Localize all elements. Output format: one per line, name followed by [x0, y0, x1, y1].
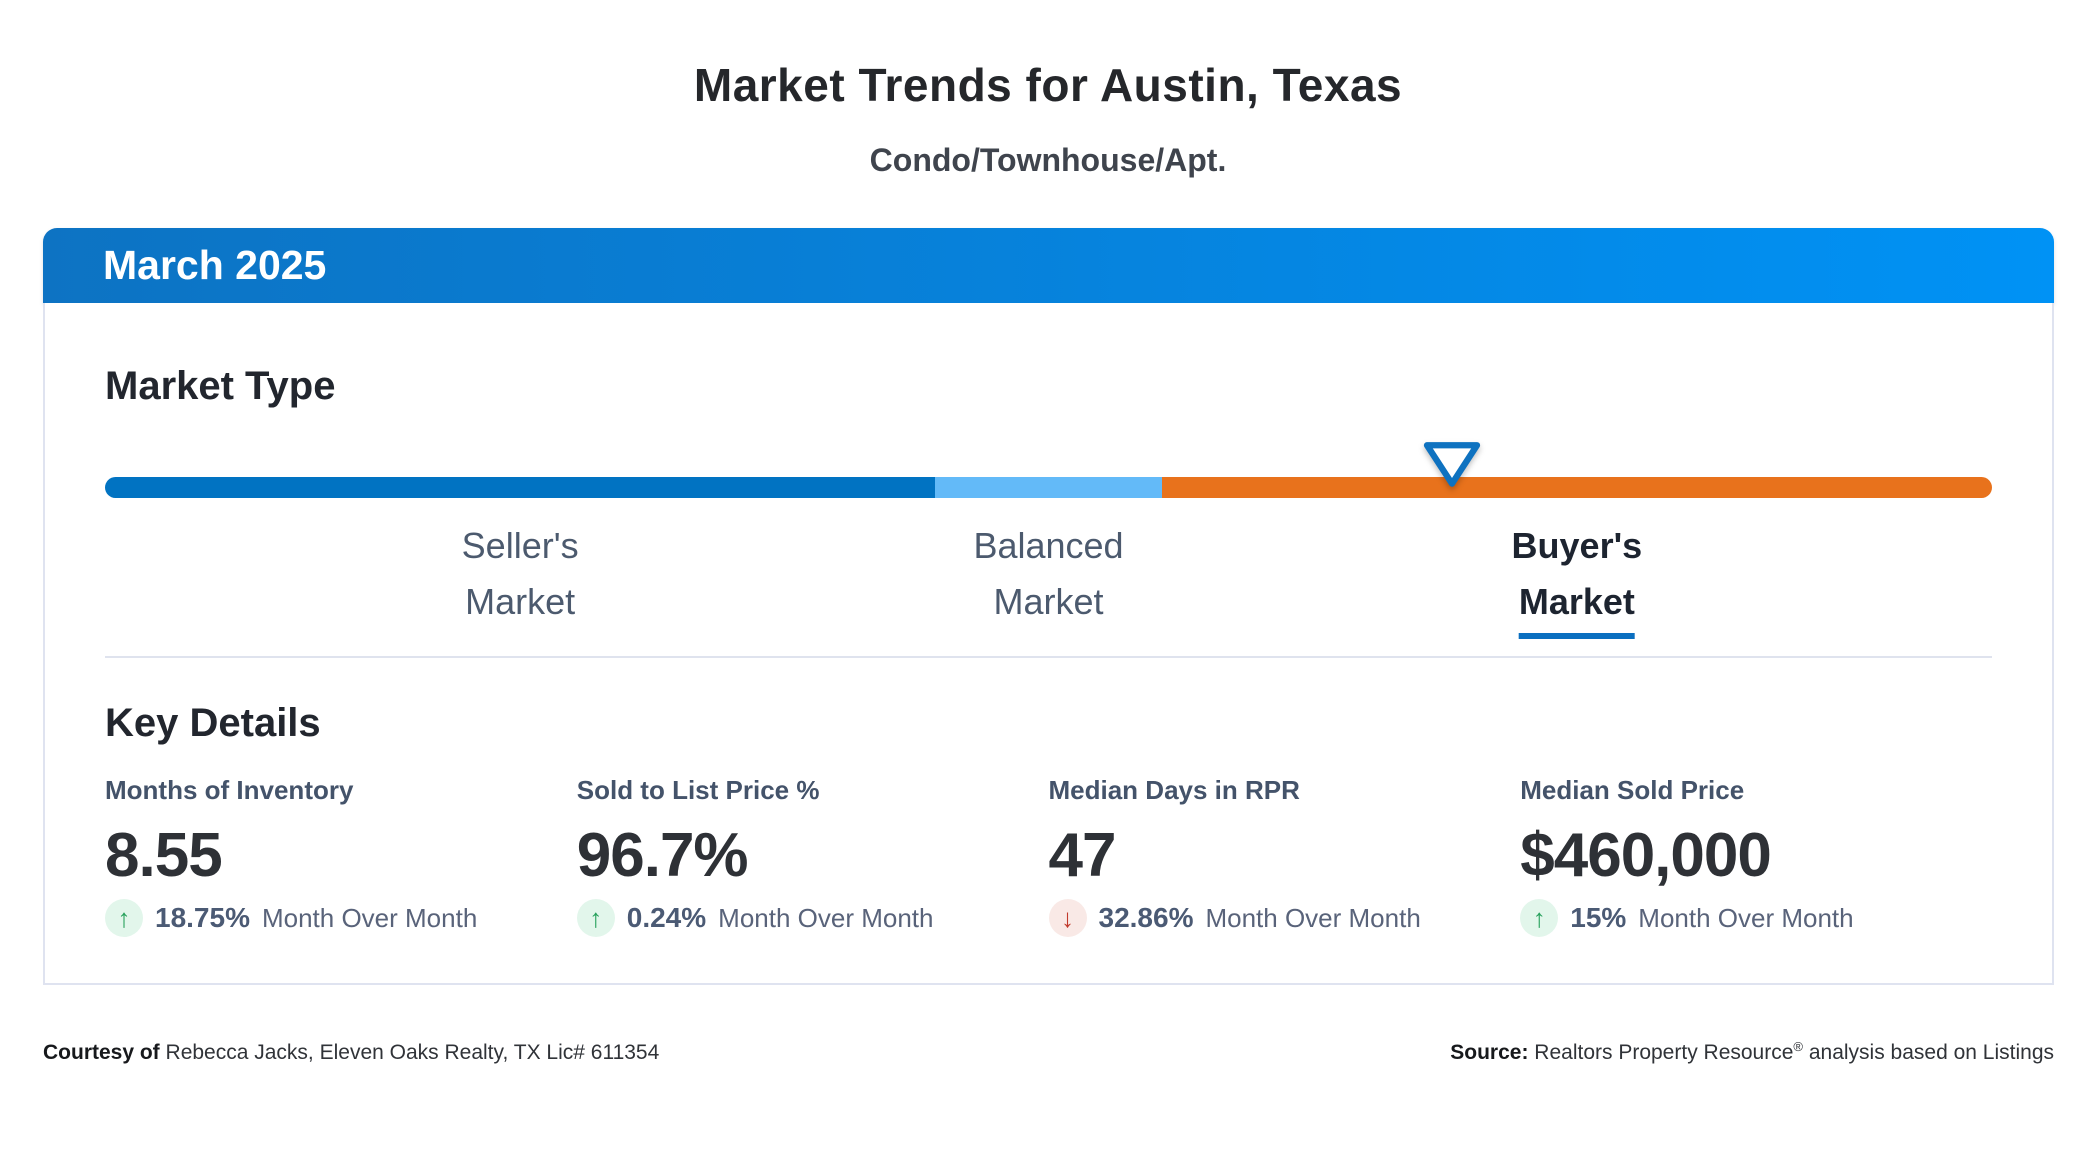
metric-label: Months of Inventory — [105, 775, 354, 805]
metric-change-row: 32.86% Month Over Month — [1048, 899, 1521, 937]
marker-path — [1424, 442, 1481, 487]
market-type-labels: Seller's Market Balanced Market Buyer's … — [105, 498, 1992, 656]
arrow-up-icon — [1520, 899, 1559, 937]
market-type-gauge — [105, 442, 1992, 498]
card-body: Market Type Seller's Market Balanced Mar… — [43, 303, 2054, 985]
source-line: Source: Realtors Property Resource® anal… — [1450, 1033, 2054, 1067]
metric-value: $460,000 — [1520, 821, 1772, 890]
metric-value: 8.55 — [105, 821, 223, 890]
metric-change-row: 15% Month Over Month — [1520, 899, 1992, 937]
change-period: Month Over Month — [261, 902, 478, 933]
arrow-down-icon — [1048, 899, 1087, 937]
change-percent: 18.75% — [155, 902, 250, 933]
change-period: Month Over Month — [1638, 902, 1854, 933]
metric-value: 47 — [1048, 821, 1117, 890]
change-period: Month Over Month — [1205, 902, 1421, 933]
metric-median-sold-price: Median Sold Price $460,000 15% Month Ove… — [1520, 774, 1992, 937]
source-text: Realtors Property Resource® analysis bas… — [1534, 1039, 2054, 1064]
metric-median-days-in-rpr: Median Days in RPR 47 32.86% Month Over … — [1048, 774, 1521, 937]
arrow-up-icon — [105, 899, 143, 937]
label-balanced-market: Balanced Market — [973, 525, 1124, 622]
change-percent: 15% — [1570, 902, 1627, 933]
metric-change-row: 0.24% Month Over Month — [576, 899, 1049, 937]
metric-label: Median Sold Price — [1520, 775, 1745, 805]
metric-months-of-inventory: Months of Inventory 8.55 18.75% Month Ov… — [105, 774, 577, 937]
label-sellers-market: Seller's Market — [461, 525, 579, 622]
segment-sellers-market — [105, 477, 936, 498]
metric-change-row: 18.75% Month Over Month — [105, 899, 577, 937]
change-period: Month Over Month — [718, 902, 934, 933]
label-buyers-market: Buyer's Market — [1512, 518, 1642, 639]
metric-sold-to-list-price: Sold to List Price % 96.7% 0.24% Month O… — [576, 774, 1049, 937]
page-title: Market Trends for Austin, Texas — [693, 59, 1403, 111]
market-type-bar — [105, 477, 1992, 498]
metric-value: 96.7% — [576, 821, 749, 890]
registered-mark: ® — [1793, 1039, 1803, 1054]
courtesy-prefix: Courtesy of — [43, 1041, 160, 1064]
key-details-heading: Key Details — [105, 701, 321, 745]
metric-label: Median Days in RPR — [1048, 775, 1300, 805]
page-subtitle: Condo/Townhouse/Apt. — [869, 142, 1227, 178]
segment-buyers-market — [1161, 477, 1992, 498]
market-type-heading: Market Type — [105, 364, 336, 408]
card-header-month: March 2025 — [43, 228, 2054, 303]
segment-balanced-market — [935, 477, 1162, 498]
arrow-up-icon — [576, 899, 615, 937]
triangle-down-marker — [1416, 439, 1488, 489]
courtesy-text: Rebecca Jacks, Eleven Oaks Realty, TX Li… — [165, 1041, 660, 1064]
market-trends-card: March 2025 Market Type Seller's Market B… — [43, 228, 2054, 985]
change-percent: 32.86% — [1098, 902, 1194, 933]
metric-label: Sold to List Price % — [576, 775, 820, 805]
source-prefix: Source: — [1450, 1041, 1529, 1064]
courtesy-line: Courtesy of Rebecca Jacks, Eleven Oaks R… — [43, 1039, 659, 1067]
footer: Courtesy of Rebecca Jacks, Eleven Oaks R… — [43, 1033, 2054, 1067]
change-percent: 0.24% — [626, 902, 707, 933]
section-divider — [105, 656, 1992, 658]
key-details-metrics: Months of Inventory 8.55 18.75% Month Ov… — [105, 774, 1992, 937]
